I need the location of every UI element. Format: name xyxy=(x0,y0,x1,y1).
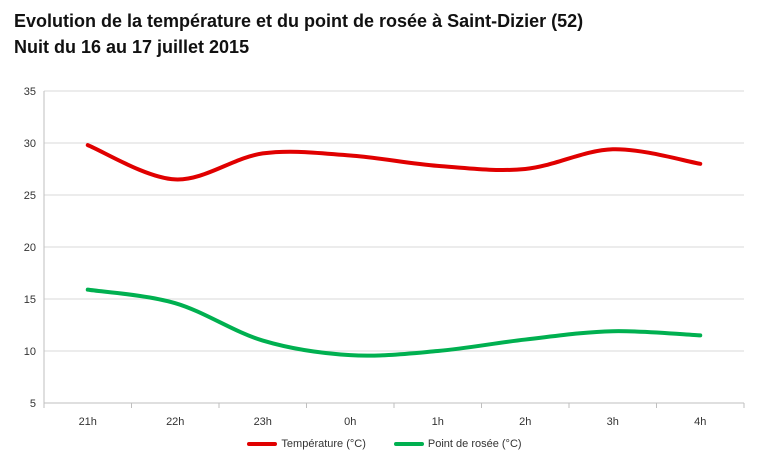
x-tick-label: 22h xyxy=(166,416,184,428)
x-tick-label: 1h xyxy=(432,416,444,428)
x-tick-label: 23h xyxy=(254,416,272,428)
x-tick-label: 2h xyxy=(519,416,531,428)
x-tick-label: 4h xyxy=(694,416,706,428)
x-tick-label: 3h xyxy=(607,416,619,428)
series-line-temperature xyxy=(85,143,703,182)
y-tick-label: 5 xyxy=(30,398,36,410)
y-tick-label: 10 xyxy=(24,346,36,358)
legend-item-temperature: Température (°C) xyxy=(247,438,366,450)
legend-swatch-dewpoint xyxy=(393,442,424,446)
legend-label-temperature: Température (°C) xyxy=(281,438,366,450)
chart-legend: Température (°C) Point de rosée (°C) xyxy=(0,438,769,450)
chart-title-block: Evolution de la température et du point … xyxy=(14,8,583,60)
y-tick-label: 30 xyxy=(24,138,36,150)
chart-subtitle: Nuit du 16 au 17 juillet 2015 xyxy=(14,37,250,57)
series-line-dewpoint xyxy=(85,287,703,358)
y-tick-label: 15 xyxy=(24,294,36,306)
y-tick-label: 35 xyxy=(24,86,36,98)
x-tick-label: 0h xyxy=(344,416,356,428)
y-tick-label: 25 xyxy=(24,190,36,202)
x-tick-label: 21h xyxy=(79,416,97,428)
legend-label-dewpoint: Point de rosée (°C) xyxy=(427,438,522,450)
y-tick-label: 20 xyxy=(24,242,36,254)
legend-item-dewpoint: Point de rosée (°C) xyxy=(393,438,522,450)
chart-title: Evolution de la température et du point … xyxy=(14,11,584,31)
legend-swatch-temperature xyxy=(247,442,278,446)
